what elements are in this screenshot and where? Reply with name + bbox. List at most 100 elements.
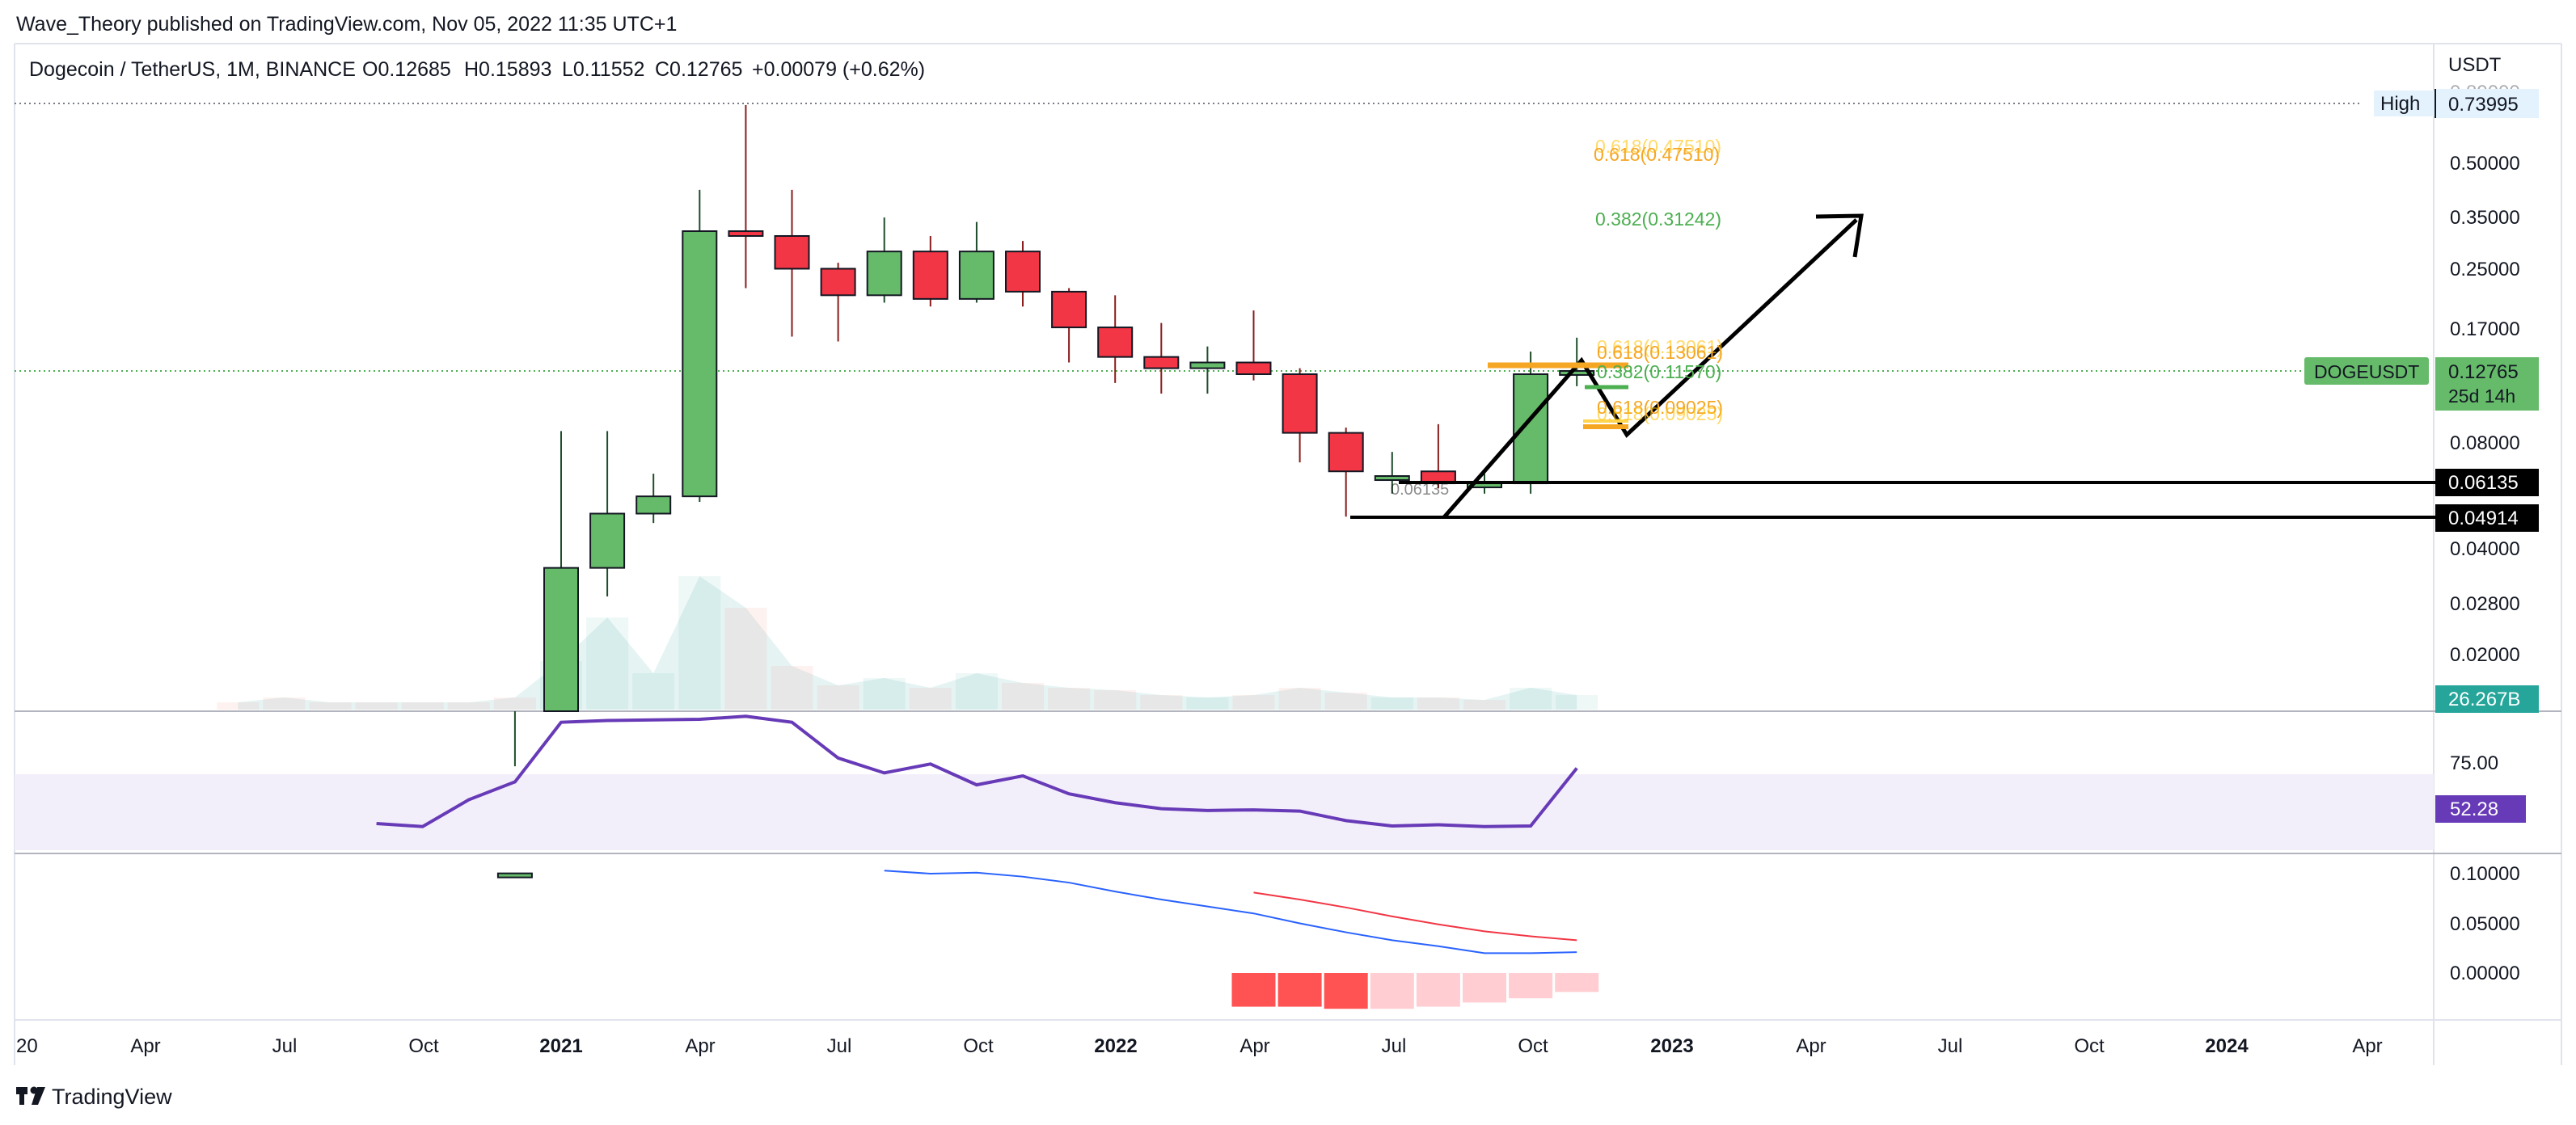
macd-hist-bar [1416, 973, 1460, 1007]
rsi-band [15, 774, 2434, 850]
candle-body[interactable] [1282, 373, 1318, 434]
high-value-bg [2435, 89, 2539, 118]
candle-body[interactable] [1513, 373, 1549, 485]
volume-bar [1186, 697, 1229, 710]
macd-line[interactable] [884, 870, 1577, 954]
overlap-text: 0.06135 [1391, 481, 1449, 499]
level-2-tag: 0.04914 [2448, 508, 2519, 529]
last-price-tag-bg [2435, 357, 2539, 411]
candle-body[interactable] [636, 495, 672, 515]
projection-path[interactable] [1442, 218, 1858, 519]
volume-bar [724, 608, 767, 710]
rsi-tick: 75.00 [2450, 752, 2498, 774]
volume-bar [817, 685, 859, 710]
time-tick: Oct [963, 1035, 994, 1057]
candle-body[interactable] [1189, 361, 1226, 369]
rsi-axis[interactable]: 75.00 52.28 [2435, 752, 2526, 823]
time-tick: Oct [1518, 1035, 1548, 1057]
legend: Dogecoin / TetherUS, 1M, BINANCE O0.1268… [29, 58, 925, 81]
candle-body[interactable] [1005, 251, 1041, 293]
tradingview-brand: TradingView [52, 1085, 172, 1109]
volume-bar [632, 673, 675, 710]
time-tick: 20 [16, 1035, 38, 1057]
time-tick: Jul [1382, 1035, 1407, 1057]
price-tick: 0.25000 [2450, 259, 2520, 280]
macd-hist-bar [1370, 973, 1414, 1009]
macd-hist-bar [1324, 973, 1368, 1009]
candle-body[interactable] [912, 251, 948, 300]
candle-body[interactable] [866, 251, 902, 297]
time-axis[interactable]: 20 Apr Jul Oct 2021 Apr Jul Oct 2022 Apr Jul Oct 202… [16, 1035, 2383, 1057]
fib-top-b: 0.618(0.47510) [1594, 144, 1720, 165]
candle-body[interactable] [1559, 369, 1595, 376]
candle-body[interactable] [774, 234, 810, 270]
price-tick: 0.17000 [2450, 318, 2520, 340]
candle-body[interactable] [1143, 356, 1180, 369]
volume-bar [955, 673, 998, 710]
candle-body[interactable] [682, 230, 718, 498]
volume-bar [771, 666, 813, 710]
signal-line[interactable] [1253, 891, 1577, 942]
level-1-tag-bg [2435, 469, 2539, 496]
high-value: 0.73995 [2448, 94, 2519, 116]
chart-frame [14, 43, 2562, 1065]
fib-mid-b: 0.618(0.13061) [1597, 342, 1723, 363]
time-tick: 2021 [539, 1035, 582, 1057]
macd-hist-bar [1555, 973, 1599, 992]
time-tick: Jul [827, 1035, 852, 1057]
time-tick: 2024 [2205, 1035, 2249, 1057]
volume-bar [1140, 695, 1183, 710]
rsi-line[interactable] [376, 714, 1578, 828]
volume-bar [678, 576, 721, 710]
price-tick: 0.35000 [2450, 207, 2520, 229]
time-tick: Apr [130, 1035, 160, 1057]
price-tick: 0.08000 [2450, 432, 2520, 454]
candle-body[interactable] [589, 512, 626, 569]
candle-body[interactable] [728, 230, 764, 237]
time-tick: Oct [2074, 1035, 2105, 1057]
drawings: 0.618(0.47510) 0.618(0.47510) 0.382(0.31… [1350, 136, 2435, 519]
volume-bar [1002, 683, 1044, 710]
candle-body[interactable] [1235, 361, 1272, 375]
volume-bar [1048, 688, 1091, 710]
time-tick: Jul [1938, 1035, 1963, 1057]
time-tick: 2023 [1650, 1035, 1693, 1057]
candle-body[interactable] [496, 872, 533, 879]
candle-body[interactable] [1328, 432, 1364, 473]
volume-area [238, 576, 1577, 710]
time-tick: Apr [1796, 1035, 1826, 1057]
candle-body[interactable] [1097, 327, 1134, 358]
time-tick: Apr [685, 1035, 715, 1057]
time-tick: Oct [408, 1035, 439, 1057]
volume-bar [217, 702, 260, 710]
volume-bar [1324, 693, 1367, 710]
price-axis[interactable]: USDT 0.89000 0.50000 0.35000 0.25000 0.1… [2304, 54, 2539, 713]
candle-body[interactable] [1374, 475, 1410, 482]
fib-top-a: 0.618(0.47510) [1595, 136, 1721, 157]
candle-body[interactable] [958, 251, 995, 300]
candle-body[interactable] [820, 268, 856, 297]
candle-body[interactable] [1051, 290, 1087, 329]
last-price-tag: 0.12765 [2448, 361, 2519, 383]
macd-hist-bar [1509, 973, 1553, 999]
symbol-tag: DOGEUSDT [2314, 361, 2419, 382]
arrowhead-icon [1815, 213, 1864, 258]
volume-tag: 26.267B [2448, 689, 2520, 710]
price-tick: 0.50000 [2450, 153, 2520, 175]
rsi-panel [376, 714, 1578, 828]
volume-series [217, 576, 1598, 710]
macd-axis[interactable]: 0.10000 0.05000 0.00000 [2450, 863, 2520, 984]
volume-bar [1094, 690, 1137, 710]
volume-bar [586, 617, 629, 710]
tradingview-logo[interactable]: TradingView [16, 1085, 172, 1109]
time-tick: Apr [2352, 1035, 2382, 1057]
high-label-bg [2374, 91, 2435, 116]
legend-high: H0.15893 [464, 58, 551, 81]
volume-bar [355, 702, 398, 710]
level-2-tag-bg [2435, 504, 2539, 532]
volume-bar [1417, 697, 1459, 710]
candle-body[interactable] [543, 567, 579, 712]
macd-hist-bar [1231, 973, 1276, 1007]
legend-symbol[interactable]: Dogecoin / TetherUS, 1M, BINANCE [29, 58, 356, 81]
